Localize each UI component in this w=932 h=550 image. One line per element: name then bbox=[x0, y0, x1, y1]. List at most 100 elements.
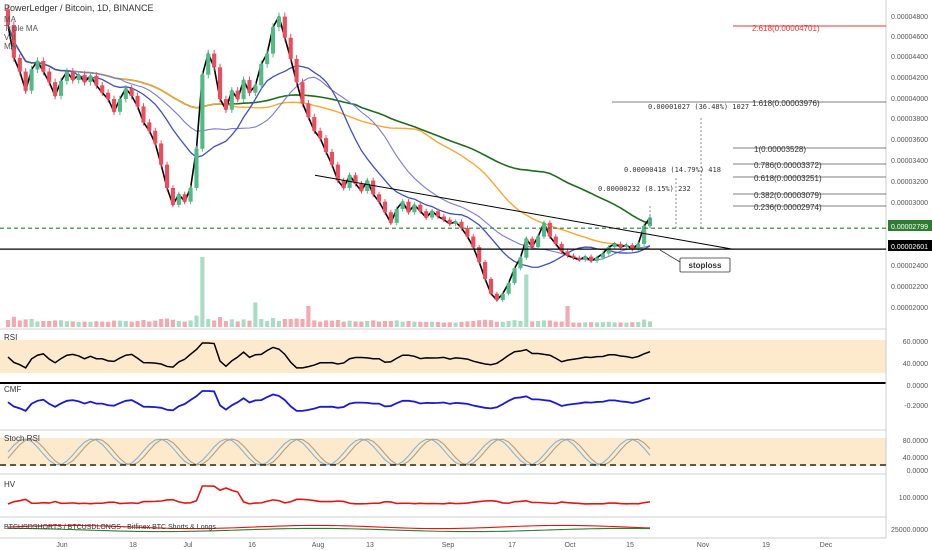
stoploss-label: stoploss bbox=[689, 261, 722, 270]
volume-bar bbox=[5, 320, 11, 327]
shorts-line bbox=[7, 524, 651, 530]
study-label-vol[interactable]: Vol bbox=[4, 33, 15, 42]
candle-body bbox=[477, 247, 482, 262]
shorts-label[interactable]: BTCUSDSHORTS / BTCUSDLONGS · Bitfinex BT… bbox=[4, 524, 216, 531]
stoch-label[interactable]: Stoch RSI bbox=[4, 434, 40, 443]
candle-body bbox=[117, 99, 122, 112]
volume-bar bbox=[170, 319, 175, 327]
volume-bar bbox=[164, 318, 170, 327]
candle-body bbox=[553, 236, 558, 244]
measure-label[interactable]: 0.00000418 (14.79%) 418 bbox=[624, 166, 721, 174]
candle-body bbox=[459, 221, 464, 229]
candle-body bbox=[164, 164, 170, 188]
volume-bar bbox=[471, 321, 476, 327]
volume-bar bbox=[212, 320, 217, 327]
cmf-label[interactable]: CMF bbox=[4, 385, 21, 394]
candle-body bbox=[35, 60, 40, 70]
candle-body bbox=[388, 212, 393, 223]
candle-body bbox=[612, 243, 617, 248]
price-tick: 0.00003800 bbox=[891, 116, 928, 123]
candle-body bbox=[217, 67, 223, 100]
candle-body bbox=[406, 201, 411, 213]
volume-bar bbox=[406, 321, 411, 327]
volume-bar bbox=[247, 320, 252, 327]
study-label-ma-2[interactable]: MA bbox=[4, 42, 17, 51]
measure-label[interactable]: 0.00000232 (8.15%) 232 bbox=[598, 185, 691, 193]
volume-bar bbox=[312, 320, 317, 327]
measure-label[interactable]: 0.00001027 (36.48%) 1027 bbox=[648, 103, 749, 111]
candle-body bbox=[541, 222, 547, 237]
stoploss-callout[interactable] bbox=[679, 257, 731, 273]
hv-line bbox=[7, 485, 651, 505]
candle-body bbox=[188, 187, 193, 202]
price-tick: 0.00003000 bbox=[891, 200, 928, 207]
study-label-triple-ma[interactable]: Triple MA bbox=[4, 24, 39, 33]
candle-body bbox=[170, 187, 175, 205]
volume-bar bbox=[382, 321, 388, 327]
candles bbox=[5, 5, 653, 302]
volume-bar bbox=[29, 319, 34, 327]
study-label-ma[interactable]: MA bbox=[4, 15, 17, 24]
price-axis[interactable]: 0.00004800 0.00004600 0.00004400 0.00004… bbox=[888, 14, 932, 312]
volume-bar bbox=[559, 321, 564, 327]
candle-body bbox=[259, 64, 264, 86]
volume-bar bbox=[100, 321, 105, 327]
volume-bar bbox=[518, 321, 523, 327]
volume-bar bbox=[647, 321, 653, 327]
candle-body bbox=[594, 257, 600, 261]
price-tick: 0.00002000 bbox=[891, 305, 928, 312]
volume-bar bbox=[453, 322, 458, 327]
cmf-tick: -0.2000 bbox=[904, 403, 928, 410]
candle-body bbox=[430, 211, 435, 218]
rsi-label[interactable]: RSI bbox=[4, 333, 17, 342]
candle-body bbox=[47, 71, 52, 83]
fib-label: 0.618(0.00003251) bbox=[754, 174, 822, 183]
candle-body bbox=[241, 80, 246, 100]
price-tick: 0.00003200 bbox=[891, 179, 928, 186]
volume-bar bbox=[194, 315, 199, 327]
volume-bar bbox=[235, 321, 240, 327]
cmf-line bbox=[7, 390, 651, 412]
fib-label: 0.236(0.00002974) bbox=[754, 203, 822, 212]
price-tick: 0.00004000 bbox=[891, 96, 928, 103]
candle-body bbox=[223, 99, 228, 110]
volume-bar bbox=[82, 321, 87, 327]
rsi-tick: 40.0000 bbox=[903, 361, 928, 368]
time-axis[interactable]: Jun 18 Jul 16 Aug 13 Sep 17 Oct 15 Nov 1… bbox=[56, 542, 832, 549]
volume-bar bbox=[94, 321, 99, 327]
volume-bar bbox=[76, 322, 81, 327]
hv-label[interactable]: HV bbox=[4, 480, 16, 489]
stoch-tick: 40.0000 bbox=[903, 455, 928, 462]
price-tick: 0.00004200 bbox=[891, 75, 928, 82]
candle-body bbox=[23, 71, 28, 91]
candle-body bbox=[453, 221, 458, 224]
volume-bar bbox=[229, 319, 234, 327]
chart-title: PowerLedger / Bitcoin, 1D, BINANCE bbox=[4, 3, 154, 13]
volume-bar bbox=[642, 319, 647, 327]
volume-bar bbox=[64, 321, 69, 327]
volume-bar bbox=[23, 319, 28, 327]
volume-bar bbox=[577, 322, 582, 327]
volume-bar bbox=[353, 321, 358, 327]
volume-bar bbox=[129, 321, 134, 327]
fib-extension[interactable]: 2.618(0.00004701) 1.618(0.00003976) 1(0.… bbox=[612, 24, 886, 212]
candle-body bbox=[518, 257, 523, 269]
fib-label: 0.382(0.00003079) bbox=[754, 191, 822, 200]
candle-body bbox=[141, 106, 146, 123]
time-tick: Dec bbox=[820, 542, 833, 549]
volume-bar bbox=[159, 319, 164, 327]
candle-body bbox=[606, 247, 611, 254]
volume-bar bbox=[589, 322, 594, 327]
volume-bar bbox=[282, 319, 287, 327]
time-tick: Nov bbox=[697, 542, 710, 549]
volume-bar bbox=[530, 321, 535, 327]
candle-body bbox=[547, 222, 552, 237]
drawings bbox=[0, 118, 886, 263]
line-price-label: 0.00002601 bbox=[891, 244, 928, 251]
rsi-line bbox=[7, 342, 651, 369]
volume-bar bbox=[600, 322, 605, 327]
volume-bar bbox=[270, 318, 276, 327]
candle-body bbox=[441, 216, 446, 220]
time-tick: Jul bbox=[184, 542, 193, 549]
